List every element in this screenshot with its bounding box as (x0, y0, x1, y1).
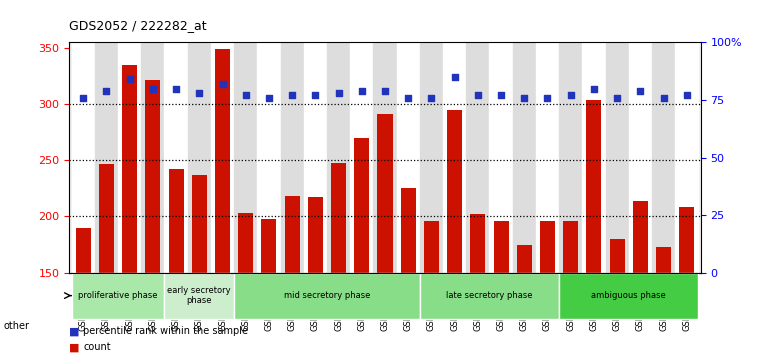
Bar (559, 273, 698, 319)
Point (77, 95, 89, 101)
Point (518, 95, 531, 101)
Bar (234, 273, 420, 319)
Bar (257, 42, 280, 273)
Bar (513, 42, 536, 273)
Bar (308, 198, 323, 273)
Point (425, 95, 437, 101)
Bar (494, 221, 509, 273)
Text: early secretory
phase: early secretory phase (168, 286, 231, 305)
Bar (536, 42, 559, 273)
Bar (467, 42, 490, 273)
Bar (400, 188, 416, 273)
Point (123, 76, 136, 82)
Bar (122, 65, 137, 273)
Text: ■: ■ (69, 342, 80, 352)
Text: late secretory phase: late secretory phase (446, 291, 533, 300)
Point (634, 88, 647, 93)
Text: mid secretory phase: mid secretory phase (284, 291, 370, 300)
Bar (350, 42, 373, 273)
Text: ■: ■ (69, 326, 80, 336)
Point (100, 88, 112, 93)
Bar (447, 110, 462, 273)
Point (588, 86, 600, 91)
Bar (559, 42, 582, 273)
Point (239, 93, 252, 98)
Bar (215, 49, 230, 273)
Point (216, 81, 229, 87)
Bar (470, 214, 485, 273)
Text: GDS2052 / 222282_at: GDS2052 / 222282_at (69, 19, 207, 32)
Bar (679, 207, 695, 273)
Point (658, 95, 670, 101)
Bar (165, 273, 234, 319)
Point (263, 95, 275, 101)
Bar (261, 219, 276, 273)
Bar (633, 201, 648, 273)
Text: percentile rank within the sample: percentile rank within the sample (83, 326, 248, 336)
Bar (165, 42, 188, 273)
Point (286, 93, 298, 98)
Bar (424, 221, 439, 273)
Text: ambiguous phase: ambiguous phase (591, 291, 666, 300)
Bar (582, 42, 605, 273)
Point (611, 95, 623, 101)
Bar (331, 162, 347, 273)
Point (472, 93, 484, 98)
Point (564, 93, 577, 98)
Bar (490, 42, 513, 273)
Bar (327, 42, 350, 273)
Point (147, 86, 159, 91)
Text: other: other (4, 321, 30, 331)
Bar (397, 42, 420, 273)
Point (681, 93, 693, 98)
Bar (234, 42, 257, 273)
Bar (118, 42, 141, 273)
Bar (354, 138, 370, 273)
Bar (517, 245, 532, 273)
Bar (95, 42, 118, 273)
Bar (99, 164, 114, 273)
Bar (610, 239, 624, 273)
Bar (146, 80, 160, 273)
Bar (141, 42, 165, 273)
Bar (285, 196, 300, 273)
Text: count: count (83, 342, 111, 352)
Bar (211, 42, 234, 273)
Bar (192, 175, 207, 273)
Point (310, 93, 322, 98)
Point (379, 88, 391, 93)
Bar (238, 213, 253, 273)
Point (402, 95, 414, 101)
Bar (420, 273, 559, 319)
Point (448, 74, 460, 80)
Bar (587, 100, 601, 273)
Bar (652, 42, 675, 273)
Bar (443, 42, 467, 273)
Bar (675, 42, 698, 273)
Bar (169, 169, 183, 273)
Bar (188, 42, 211, 273)
Text: proliferative phase: proliferative phase (79, 291, 158, 300)
Point (333, 90, 345, 96)
Bar (303, 42, 327, 273)
Bar (656, 247, 671, 273)
Point (495, 93, 507, 98)
Bar (72, 42, 95, 273)
Bar (373, 42, 397, 273)
Bar (420, 42, 443, 273)
Bar (563, 221, 578, 273)
Point (170, 86, 182, 91)
Point (356, 88, 368, 93)
Point (193, 90, 206, 96)
Point (541, 95, 554, 101)
Bar (540, 221, 555, 273)
Bar (75, 228, 91, 273)
Bar (629, 42, 652, 273)
Bar (605, 42, 629, 273)
Bar (72, 273, 165, 319)
Bar (377, 114, 393, 273)
Bar (280, 42, 303, 273)
